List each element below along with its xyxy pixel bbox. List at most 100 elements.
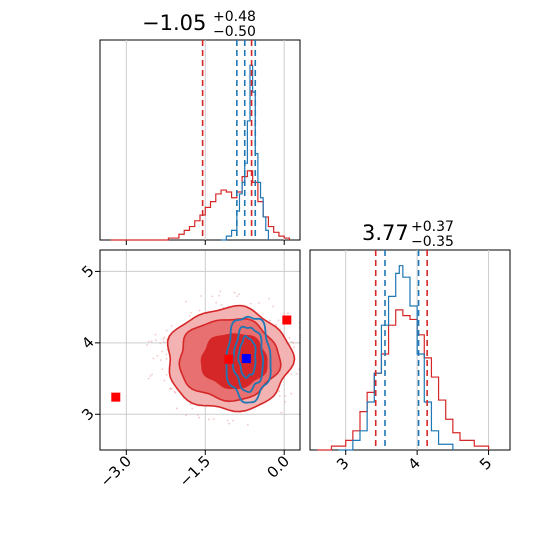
joint-sample-point (169, 388, 172, 391)
joint-sample-point (163, 341, 165, 343)
joint-sample-point (185, 300, 187, 303)
joint-sample-point (219, 290, 222, 293)
joint-x-tick-label-2: 0.0 (263, 452, 293, 482)
joint-sample-point (232, 419, 234, 422)
joint-sample-point (151, 373, 153, 376)
joint-panel-frame (99, 249, 301, 451)
joint-markers (111, 315, 292, 402)
joint-sample-point (188, 314, 191, 317)
right-quantile-lines (374, 250, 428, 450)
joint-sample-point (296, 373, 298, 375)
top-marginal-histogram: −1.05 +0.48 −0.50 (99, 9, 301, 245)
joint-sample-point (146, 344, 149, 346)
joint-scatter-panel: −3.0 −1.5 0.0 3 4 5 (78, 249, 307, 491)
joint-marker-0 (282, 315, 292, 325)
joint-sample-point (278, 390, 281, 392)
joint-marker-3 (241, 354, 251, 364)
top-title-sub: −0.50 (213, 24, 256, 40)
joint-sample-point (287, 312, 289, 315)
joint-sample-point (161, 368, 164, 371)
joint-sample-point (171, 388, 173, 390)
joint-sample-point (165, 374, 168, 376)
joint-sample-point (280, 411, 283, 414)
joint-sample-point (159, 342, 162, 345)
joint-sample-point (152, 357, 155, 360)
right-title-sup: +0.37 (411, 219, 454, 235)
joint-sample-point (161, 350, 164, 353)
joint-y-tick-label-0: 3 (78, 405, 97, 424)
joint-sample-point (284, 395, 287, 397)
joint-sample-point (246, 423, 249, 426)
joint-x-ticks: −3.0 −1.5 0.0 (97, 450, 293, 491)
joint-sample-point (154, 333, 157, 336)
joint-sample-point (288, 337, 291, 339)
joint-sample-point (226, 419, 229, 422)
joint-sample-point (147, 340, 150, 343)
joint-sample-point (165, 357, 168, 360)
joint-sample-point (249, 302, 252, 305)
joint-sample-point (185, 414, 188, 417)
joint-sample-point (170, 324, 173, 327)
joint-x-tick-label-1: −1.5 (176, 452, 214, 490)
joint-sample-point (165, 329, 168, 332)
top-title-main: −1.05 (142, 11, 206, 35)
right-x-tick-label-1: 4 (404, 454, 423, 473)
joint-sample-point (268, 297, 270, 300)
joint-sample-point (163, 379, 166, 382)
right-title-sub: −0.35 (411, 234, 454, 250)
joint-sample-point (175, 407, 178, 410)
joint-sample-point (163, 336, 166, 339)
joint-sample-point (198, 309, 201, 312)
joint-sample-point (162, 338, 165, 340)
top-title-sup: +0.48 (213, 9, 256, 25)
joint-sample-point (220, 304, 223, 306)
joint-sample-point (156, 354, 159, 357)
joint-blue-contour-1 (232, 325, 265, 394)
joint-sample-point (228, 422, 231, 425)
joint-sample-point (272, 305, 274, 308)
joint-blue-contour-2 (237, 335, 257, 379)
joint-sample-point (305, 355, 307, 357)
joint-sample-point (218, 294, 220, 297)
right-histogram-series (317, 265, 490, 451)
right-histogram-step-0 (317, 309, 490, 451)
joint-sample-point (238, 293, 240, 296)
joint-sample-point (191, 407, 194, 410)
right-marginal-histogram: 3 4 5 3.77 +0.37 −0.35 (309, 219, 511, 474)
joint-sample-point (189, 403, 192, 406)
top-grid (125, 40, 285, 245)
joint-sample-point (268, 319, 271, 322)
joint-sample-point (290, 340, 293, 343)
joint-sample-point (211, 295, 214, 298)
joint-sample-point (292, 341, 295, 344)
joint-sample-point (196, 413, 199, 416)
joint-sample-point (293, 346, 295, 349)
joint-sample-point (258, 302, 260, 304)
joint-sample-point (283, 312, 286, 315)
right-x-tick-label-2: 5 (476, 454, 495, 473)
joint-sample-point (147, 377, 150, 380)
top-histogram-step-0 (110, 170, 291, 241)
joint-sample-point (305, 384, 307, 386)
joint-sample-point (274, 323, 277, 326)
right-title-main: 3.77 (362, 221, 409, 245)
joint-sample-point (173, 390, 176, 393)
joint-sample-point (284, 400, 287, 403)
joint-marker-2 (111, 392, 121, 402)
joint-sample-point (290, 392, 293, 395)
joint-marker-1 (224, 354, 234, 364)
joint-sample-point (278, 395, 281, 397)
joint-sample-point (165, 353, 168, 356)
joint-sample-point (212, 418, 215, 420)
top-panel-frame (99, 39, 301, 241)
joint-sample-point (236, 295, 239, 298)
right-histogram-step-1 (338, 265, 454, 451)
joint-sample-point (149, 375, 152, 377)
joint-sample-point (198, 416, 200, 419)
joint-sample-point (200, 295, 203, 297)
joint-sample-point (190, 311, 193, 314)
joint-x-tick-label-0: −3.0 (97, 452, 135, 490)
joint-sample-point (159, 359, 162, 361)
joint-sample-point (290, 373, 293, 376)
